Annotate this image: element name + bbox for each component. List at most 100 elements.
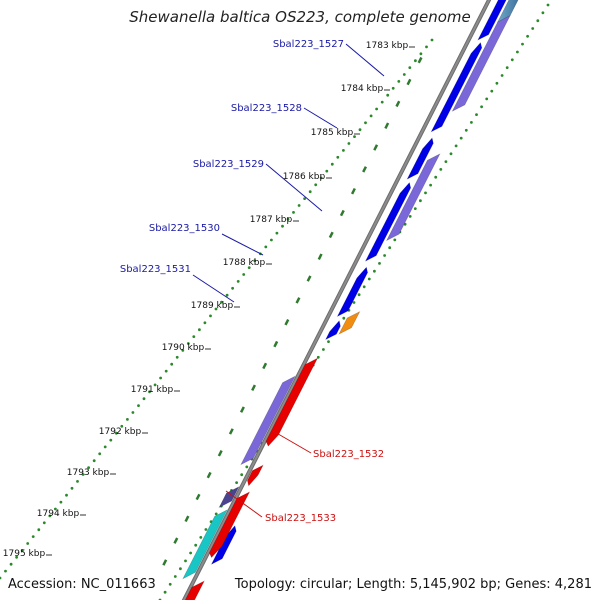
gc-dot (194, 543, 198, 547)
backbone-line-highlight (180, 0, 491, 604)
gc-dot (358, 128, 362, 132)
gc-dot (199, 536, 203, 539)
gc-dot (220, 300, 223, 304)
gc-dot (364, 121, 367, 125)
kbp-tick-label: 1788 kbp (223, 258, 266, 268)
gene-label: Sbal223_1533 (265, 513, 336, 524)
inner-dash (384, 122, 390, 129)
gc-dot (322, 348, 325, 351)
cds-reverse (209, 491, 251, 559)
inner-dash (417, 56, 423, 64)
gc-dot (393, 238, 397, 242)
inner-dash (406, 78, 412, 86)
inner-dash (217, 450, 223, 457)
gc-dot (521, 42, 524, 46)
gene-label: Sbal223_1532 (313, 449, 384, 460)
gc-dot (168, 582, 172, 586)
inner-dash (184, 515, 190, 523)
inner-dash (195, 493, 201, 501)
gc-dot (109, 438, 113, 442)
cds-forward (364, 181, 412, 262)
gene-forward-purple (385, 153, 441, 242)
gc-dot (270, 238, 273, 242)
gc-dot (81, 473, 85, 476)
gene-reverse-purple (240, 375, 296, 466)
gc-dotted-line-outer (0, 38, 434, 580)
inner-dash (395, 100, 401, 108)
gene-label: Sbal223_1527 (273, 39, 344, 50)
kbp-tick-label: 1790 kbp (162, 343, 205, 353)
inner-dash (295, 297, 301, 304)
inner-dash (273, 340, 279, 348)
gc-dot (526, 34, 529, 38)
gc-dot (375, 107, 378, 111)
leader-line (272, 430, 312, 454)
inner-dash (284, 319, 290, 326)
cds-forward (430, 41, 483, 133)
inner-dash (162, 559, 168, 566)
gc-dot (92, 459, 96, 463)
gc-dot (386, 93, 390, 97)
inner-dash (262, 362, 268, 370)
gene-forward-purple (451, 15, 511, 112)
gc-dot (87, 466, 90, 469)
gc-dot (516, 50, 519, 54)
gc-dot (0, 576, 2, 580)
gc-dot (253, 259, 257, 263)
gc-dot (444, 160, 448, 164)
leader-line (303, 107, 338, 129)
inner-dash (206, 471, 212, 479)
gc-dot (327, 340, 330, 343)
gc-dot (425, 45, 428, 49)
gc-dot (536, 19, 540, 23)
gc-dot (439, 168, 443, 171)
gc-dot (546, 3, 550, 7)
gc-dot (325, 169, 329, 173)
inner-dash-track (142, 56, 423, 604)
cds-forward (336, 266, 368, 318)
gc-dot (470, 121, 473, 124)
gc-dot (316, 355, 320, 359)
gc-dot (541, 11, 545, 15)
gc-dot (225, 293, 229, 297)
gc-dot (126, 418, 129, 421)
cds-forward (477, 0, 507, 41)
gc-dot (204, 528, 208, 531)
gc-dot (388, 246, 392, 250)
gc-dot (429, 183, 432, 187)
gc-dot (391, 86, 395, 90)
genome-backbone (179, 0, 492, 604)
gc-dot (175, 355, 179, 359)
gc-dot (173, 575, 177, 578)
gc-dot (214, 307, 218, 311)
gc-dot (20, 549, 24, 552)
inner-dash (350, 187, 356, 195)
gc-dot (342, 149, 345, 152)
kbp-tick-label: 1783 kbp (366, 41, 409, 51)
gc-dot (203, 321, 207, 325)
gc-dot (286, 217, 290, 221)
gc-dot (336, 155, 340, 159)
gc-dot (485, 97, 489, 101)
leader-line (192, 274, 235, 303)
gc-dot (236, 280, 240, 283)
kbp-tick-label: 1792 kbp (99, 427, 142, 437)
inner-dash (328, 231, 334, 239)
kbp-tick-label: 1794 kbp (37, 509, 80, 519)
gc-dot (76, 480, 79, 483)
leader-line (265, 163, 323, 212)
gc-dot (373, 269, 376, 273)
gc-dot (98, 452, 102, 456)
gc-dot (500, 74, 504, 77)
gc-dot (319, 176, 323, 180)
gc-dot (430, 38, 434, 42)
leader-line (345, 43, 385, 77)
cds-forward (325, 320, 341, 341)
gene-label: Sbal223_1531 (120, 264, 191, 275)
gc-dot (198, 328, 201, 332)
inner-dash (362, 166, 368, 173)
gc-dot (264, 245, 268, 249)
gc-dot (292, 211, 295, 214)
gene-label: Sbal223_1528 (231, 103, 302, 114)
kbp-tick-label: 1795 kbp (3, 549, 46, 559)
